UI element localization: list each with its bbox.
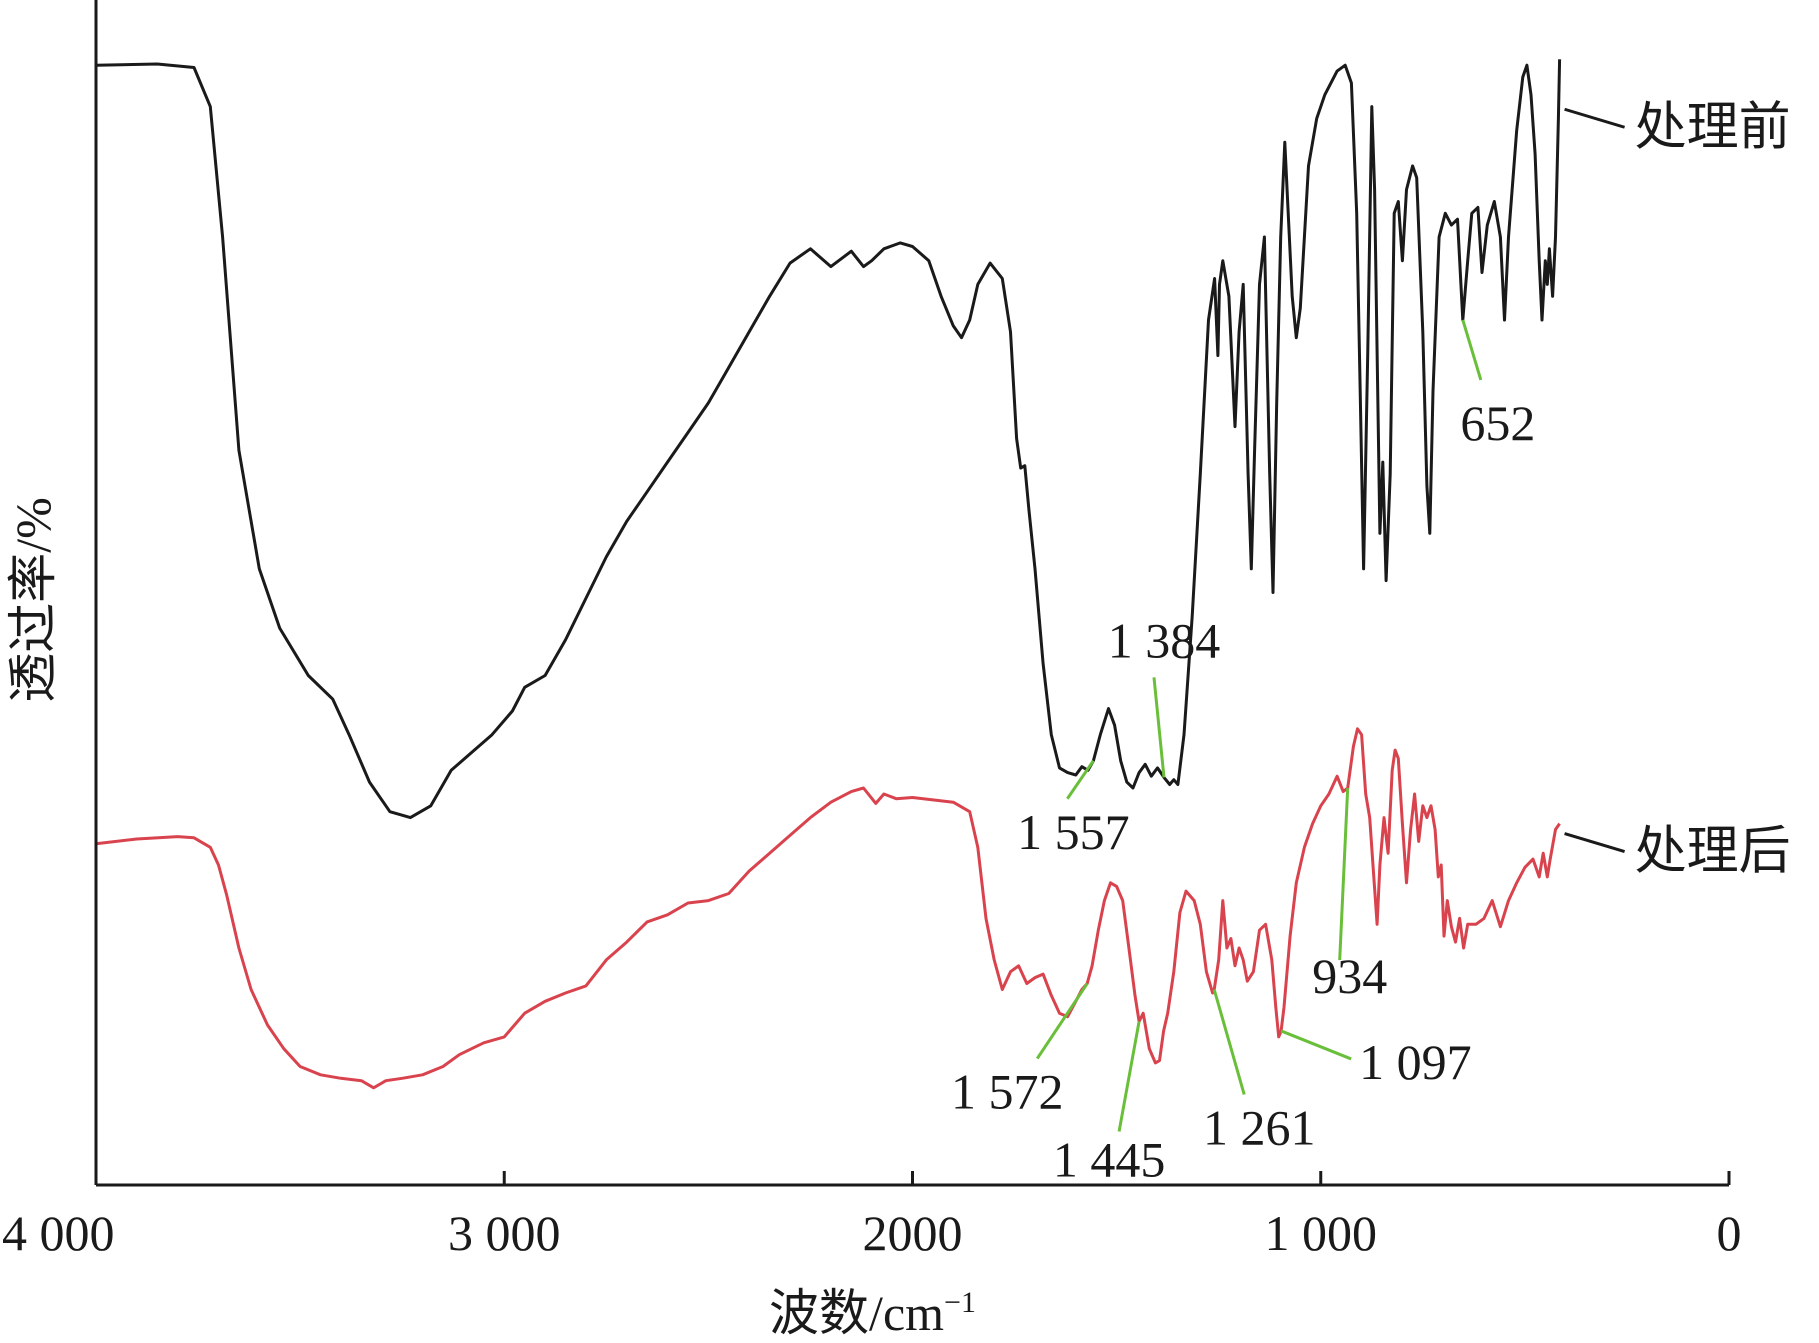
peak-label: 1 384 [1108,612,1221,668]
peak-label: 1 261 [1203,1099,1316,1155]
peak-leader-line [1152,677,1166,778]
x-tick-label: 2000 [863,1205,963,1261]
peak-leader-line [1035,982,1089,1060]
peak-leader-line [1461,319,1483,381]
series-label: 处理前 [1635,99,1791,156]
peak-leader-line [1212,989,1246,1095]
peak-label: 1 445 [1053,1131,1166,1187]
x-tick-label: 1 000 [1265,1205,1378,1261]
peak-label: 1 097 [1359,1034,1472,1090]
series-line-after [95,727,1561,1090]
x-axis-title: 波数/cm−1 [769,1285,976,1341]
peak-callouts: 1 557 1 384 652 1 572 1 445 1 261 1 097 934 [951,319,1535,1187]
peak-leader-line [1066,759,1095,800]
plot-area [95,59,1562,1090]
x-axis-title-text: 波数/cm [769,1285,944,1341]
x-axis-title-superscript: −1 [944,1286,976,1319]
peak-leader-line [1117,1021,1141,1132]
x-tick-label: 3 000 [448,1205,561,1261]
x-tick-label: 4 000 [2,1205,115,1261]
series-label: 处理后 [1635,824,1791,881]
peak-label: 652 [1460,395,1535,451]
peak-label: 1 557 [1017,804,1130,860]
peak-leader-line [1338,787,1350,961]
peak-label: 934 [1312,948,1387,1004]
series-line-before [95,59,1562,820]
peak-leader-line [1280,1029,1352,1061]
y-axis-title: 透过率/% [5,497,61,703]
axes: 4 000 3 000 2000 1 000 0 [2,0,1742,1261]
x-tick-label: 0 [1717,1205,1742,1261]
series-label-leader [1564,107,1626,129]
series-label-leader [1564,832,1626,854]
peak-label: 1 572 [951,1064,1064,1120]
x-ticks: 4 000 3 000 2000 1 000 0 [2,1171,1742,1261]
